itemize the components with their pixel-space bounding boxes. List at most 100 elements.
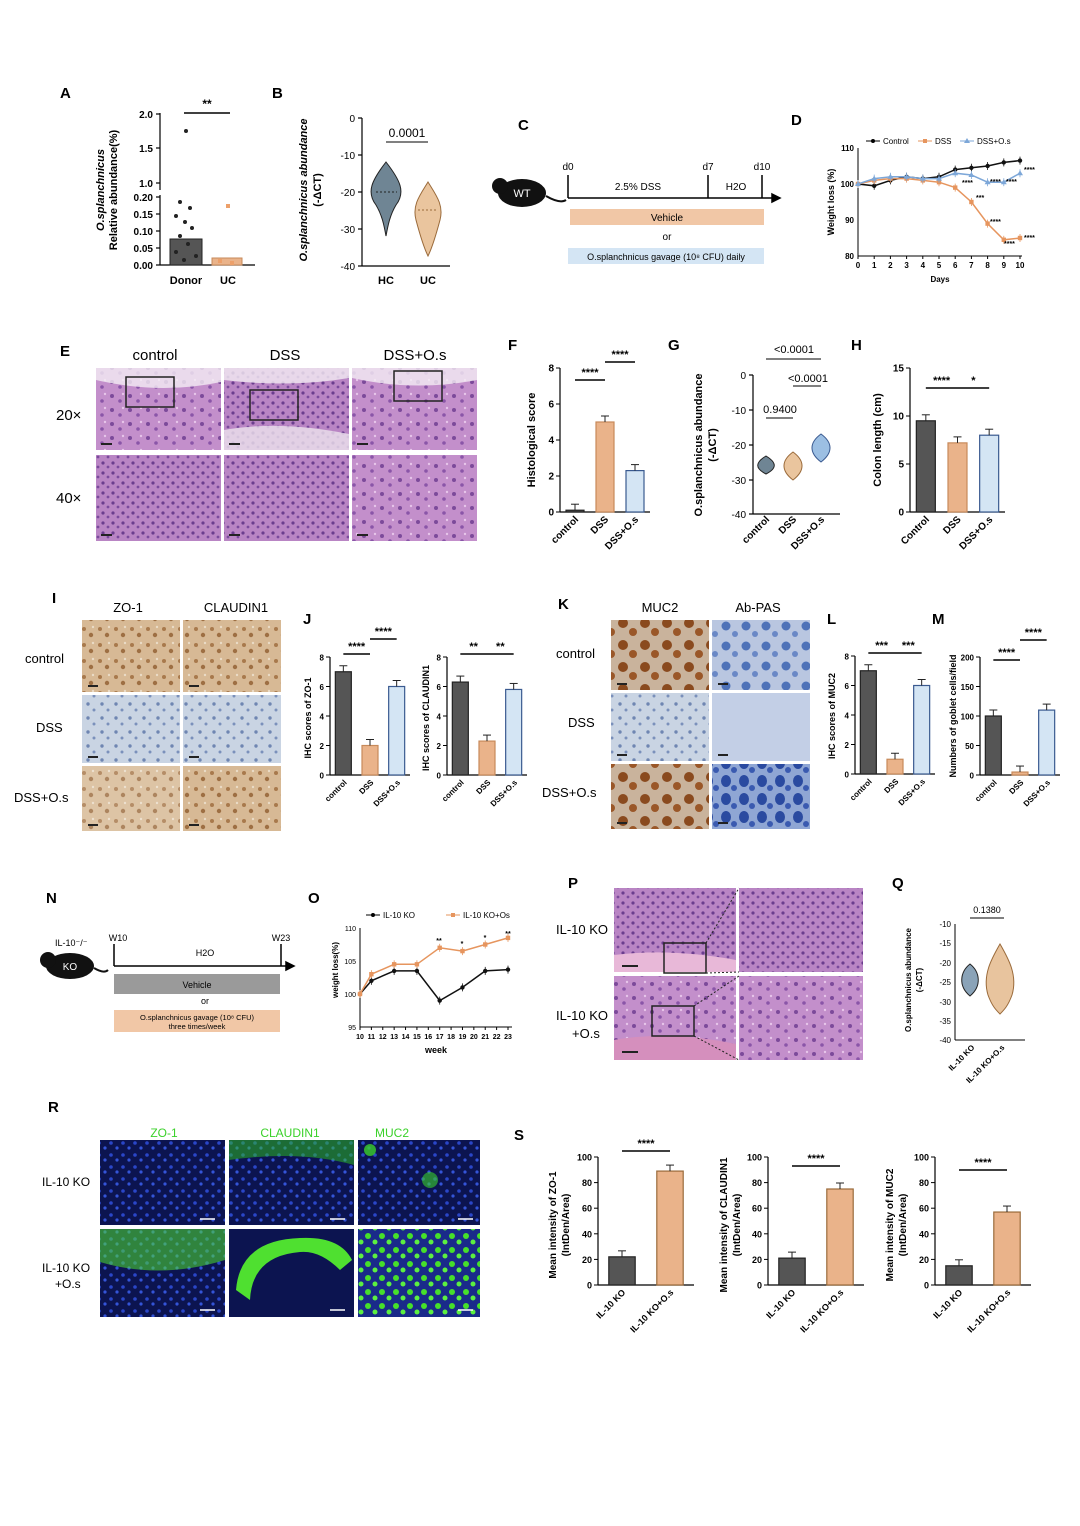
category-label: DSS+O.s (603, 514, 641, 552)
tick-label: 4 (320, 713, 325, 722)
panel-n-gavage1: O.splanchnicus gavage (10⁸ CFU) (140, 1013, 255, 1022)
category-label: DSS (589, 514, 612, 537)
category-label: control (323, 778, 349, 804)
panel-i-row: DSS+O.s (14, 790, 69, 805)
panel-a-tick: 0.20 (134, 193, 154, 204)
data-point (483, 942, 488, 947)
panel-letter-m: M (932, 611, 945, 628)
data-point (1001, 160, 1006, 165)
tick-label: 12 (379, 1034, 387, 1041)
tick-label: 10 (893, 412, 905, 423)
tick-label: 0 (587, 1281, 592, 1291)
sig-label: *** (875, 640, 889, 652)
panel-letter-b: B (272, 85, 283, 102)
panel-q-axes (954, 924, 1025, 1041)
panel-q-violin-kos (985, 942, 1015, 1015)
tick-label: 60 (582, 1204, 592, 1214)
category-label: IL-10 KO+O.s (798, 1287, 845, 1334)
panel-e-row: 40× (56, 490, 81, 507)
tick-label: 0 (924, 1281, 929, 1291)
svg-text:Control: Control (883, 137, 909, 146)
panel-o-axes (359, 928, 512, 1028)
panel-c-d7: d7 (702, 162, 714, 173)
sig-label: **** (375, 626, 393, 638)
panel-g-violin-dsso (811, 433, 831, 463)
category-label: DSS+O.s (957, 514, 995, 552)
tick-label: 17 (436, 1034, 444, 1041)
panel-o-xlabel: week (424, 1045, 448, 1055)
panel-g-tick: 0 (740, 371, 746, 382)
tick-label: 100 (914, 1153, 929, 1163)
panel-s-chart-claudin1: 100 80 60 40 20 0IL-10 KO IL-10 KO+O.s **** (747, 1153, 864, 1335)
panel-e-col: control (132, 347, 177, 364)
panel-a-tick: 1.0 (139, 179, 153, 190)
panel-b-tick: 0 (349, 114, 355, 125)
panel-g-tick: -40 (732, 510, 747, 521)
panel-d-tick-y: 80 (845, 252, 854, 261)
tick-label: 4 (921, 261, 926, 270)
panel-b-ylabel1: O.splanchnicus abundance (298, 118, 310, 261)
mouse-ko-icon: KO (40, 952, 109, 979)
svg-text:DSS+O.s: DSS+O.s (977, 137, 1011, 146)
category-label: DSS+O.s (489, 778, 520, 809)
panel-letter-k: K (558, 596, 569, 613)
tick-label: 2 (845, 741, 850, 750)
panel-o-legend: IL-10 KO IL-10 KO+Os (366, 911, 510, 920)
sig-label: * (971, 375, 976, 387)
panel-b-xlabel: UC (420, 275, 436, 287)
panel-n-gavage2: three times/week (169, 1022, 226, 1031)
panel-c-dss: 2.5% DSS (615, 182, 661, 193)
panel-n-genotype: IL-10⁻/⁻ (55, 938, 88, 948)
tick-label: 15 (413, 1034, 421, 1041)
panel-n-vehicle: Vehicle (182, 980, 211, 990)
panel-s-chart-muc2: 100 80 60 40 20 0IL-10 KO IL-10 KO+O.s **** (914, 1153, 1031, 1335)
panel-letter-g: G (668, 337, 680, 354)
tick-label: 20 (582, 1255, 592, 1265)
panel-q-tick: -25 (939, 978, 951, 987)
svg-text:IL-10 KO: IL-10 KO (383, 911, 415, 920)
tick-label: 80 (752, 1178, 762, 1188)
panel-d-star: **** (962, 180, 973, 187)
tick-label: 10 (1016, 261, 1025, 270)
data-point (969, 199, 974, 205)
tick-label: 3 (904, 261, 909, 270)
data-point (969, 165, 974, 170)
tick-label: 16 (424, 1034, 432, 1041)
bar (656, 1170, 684, 1286)
panel-q-tick: -15 (939, 939, 951, 948)
tick-label: 5 (937, 261, 942, 270)
panel-i-row: DSS (36, 720, 63, 735)
panel-s-ylabel: Mean intensity of CLAUDIN1 (719, 1157, 730, 1292)
category-label: IL-10 KO (764, 1287, 797, 1320)
tick-label: 40 (919, 1229, 929, 1239)
tick-label: 50 (965, 742, 974, 751)
panel-letter-j: J (303, 611, 311, 628)
panel-e-images (96, 368, 477, 541)
category-label: DSS (1007, 778, 1025, 796)
panel-o-tick-y: 105 (344, 959, 356, 966)
tick-label: 6 (320, 683, 325, 692)
category-label: control (440, 778, 466, 804)
panel-j-ylabel1: IHC scores of ZO-1 (303, 677, 313, 758)
bar (945, 1265, 973, 1286)
data-point (984, 179, 991, 185)
tick-label: 40 (752, 1229, 762, 1239)
data-point (505, 935, 511, 941)
panel-i-col: CLAUDIN1 (204, 600, 268, 615)
panel-b-tick: -20 (341, 188, 356, 199)
panel-o-tick-y: 100 (344, 992, 356, 999)
panel-letter-h: H (851, 337, 862, 354)
sig-label: *** (902, 640, 916, 652)
tick-label: 0 (970, 772, 975, 781)
bar (361, 744, 379, 776)
tick-label: 5 (898, 460, 904, 471)
panel-c-or: or (663, 232, 673, 243)
data-point (952, 170, 959, 176)
panel-letter-d: D (791, 112, 802, 129)
data-point (953, 185, 958, 190)
tick-label: 2 (548, 472, 554, 483)
panel-p-row: IL-10 KO (556, 922, 608, 937)
mouse-wt-icon: WT (492, 178, 567, 207)
data-point (871, 175, 878, 181)
